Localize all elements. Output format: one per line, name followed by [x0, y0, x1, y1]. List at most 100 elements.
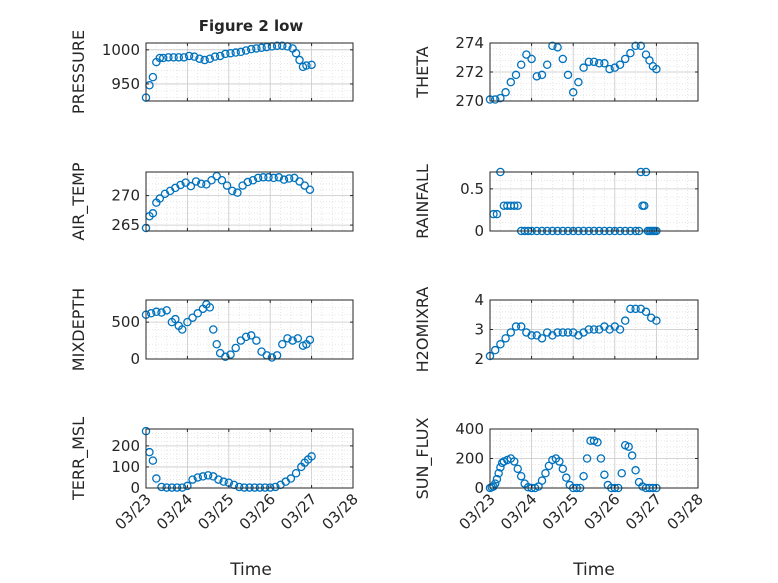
- data-point: [584, 57, 594, 67]
- data-point: [267, 353, 277, 362]
- data-point: [511, 322, 521, 331]
- y-tick-label: 272: [455, 63, 484, 81]
- data-point: [257, 43, 266, 53]
- data-point: [631, 41, 640, 51]
- y-axis-label: AIR_TEMP: [69, 162, 89, 240]
- data-point: [191, 177, 201, 186]
- data-point: [253, 173, 263, 183]
- data-point: [568, 88, 578, 97]
- data-point: [284, 174, 294, 183]
- data-point: [188, 313, 197, 322]
- data-point: [236, 47, 246, 57]
- y-axis-label: TERR_MSL: [69, 417, 89, 501]
- data-point: [148, 456, 158, 465]
- data-point: [510, 457, 519, 466]
- data-point: [148, 209, 158, 218]
- subplot-5: 0 500 MIXDEPTH: [69, 288, 354, 371]
- plot-area: [146, 429, 353, 488]
- subplot-7: 010020003/2303/2403/2503/2603/2703/28TER…: [69, 417, 362, 533]
- data-point: [563, 70, 573, 80]
- data-point: [307, 452, 316, 461]
- data-point: [291, 468, 301, 478]
- data-point: [506, 328, 516, 337]
- x-axis-label-left: Time: [229, 560, 272, 580]
- data-point: [243, 177, 253, 187]
- data-point: [246, 44, 256, 54]
- y-tick-label: 274: [455, 34, 484, 52]
- data-point: [222, 181, 232, 190]
- x-tick-label: 03/27: [277, 490, 320, 533]
- data-point: [183, 481, 192, 491]
- data-point: [492, 474, 502, 484]
- data-point: [537, 476, 547, 485]
- x-tick-label: 03/24: [497, 490, 540, 533]
- data-point: [541, 468, 550, 478]
- y-axis-label: THETA: [413, 46, 432, 98]
- data-point: [492, 209, 502, 219]
- y-tick-label: 0: [130, 479, 140, 497]
- data-point: [177, 325, 187, 334]
- data-point: [215, 51, 225, 61]
- data-point: [193, 473, 202, 482]
- axes-box: [145, 171, 354, 232]
- data-point: [640, 201, 649, 210]
- data-point: [184, 51, 194, 61]
- data-point: [252, 336, 261, 345]
- data-point: [511, 70, 521, 80]
- data-point: [202, 180, 211, 189]
- data-point: [278, 339, 287, 349]
- data-point: [226, 48, 235, 58]
- data-point: [196, 179, 206, 189]
- data-point: [148, 72, 158, 82]
- plot-area: [490, 172, 698, 231]
- data-point: [272, 41, 282, 50]
- figure-title: Figure 2 low: [199, 17, 304, 35]
- x-axis-label-right: Time: [572, 560, 615, 580]
- data-point: [624, 442, 633, 451]
- data-point: [593, 438, 602, 447]
- y-tick-label: 950: [111, 75, 140, 93]
- data-point: [496, 93, 505, 103]
- data-point: [516, 322, 526, 331]
- data-point: [169, 53, 178, 62]
- data-point: [537, 334, 547, 343]
- data-point: [548, 41, 557, 51]
- data-point: [506, 77, 516, 87]
- data-point: [200, 55, 209, 65]
- data-point: [558, 54, 568, 64]
- y-tick-label: 100: [111, 458, 140, 476]
- data-point: [288, 336, 297, 345]
- data-point: [620, 316, 630, 325]
- data-point: [162, 306, 171, 315]
- y-tick-label: 3: [474, 321, 484, 339]
- x-tick-label: 03/26: [580, 490, 623, 533]
- y-axis-label: PRESSURE: [69, 30, 88, 114]
- subplot-3: 265 270 AIR_TEMP: [69, 162, 354, 241]
- data-point: [157, 308, 166, 317]
- subplot-6: 2 3 4 H2OMIXRA: [413, 287, 699, 372]
- data-point: [295, 55, 304, 65]
- data-point: [248, 176, 258, 185]
- x-tick-label: 03/28: [319, 490, 362, 533]
- data-point: [636, 41, 646, 51]
- subplot-2: 270 272 274 THETA: [413, 34, 699, 110]
- data-point: [212, 171, 221, 181]
- data-point: [562, 473, 571, 482]
- x-tick-label: 03/27: [622, 490, 665, 533]
- axes-box: [145, 299, 354, 360]
- data-point: [513, 201, 522, 210]
- data-point: [205, 54, 215, 63]
- data-point: [207, 176, 216, 185]
- y-tick-label: 0: [130, 350, 140, 368]
- data-point: [600, 470, 609, 479]
- data-point: [146, 309, 156, 318]
- data-point: [641, 307, 651, 317]
- data-point: [259, 173, 268, 182]
- data-point: [221, 49, 230, 59]
- data-point: [171, 314, 180, 324]
- data-point: [233, 188, 242, 197]
- subplot-4: 0 0.5 RAINFALL: [413, 164, 699, 240]
- data-point: [291, 48, 301, 58]
- y-tick-label: 200: [455, 450, 484, 468]
